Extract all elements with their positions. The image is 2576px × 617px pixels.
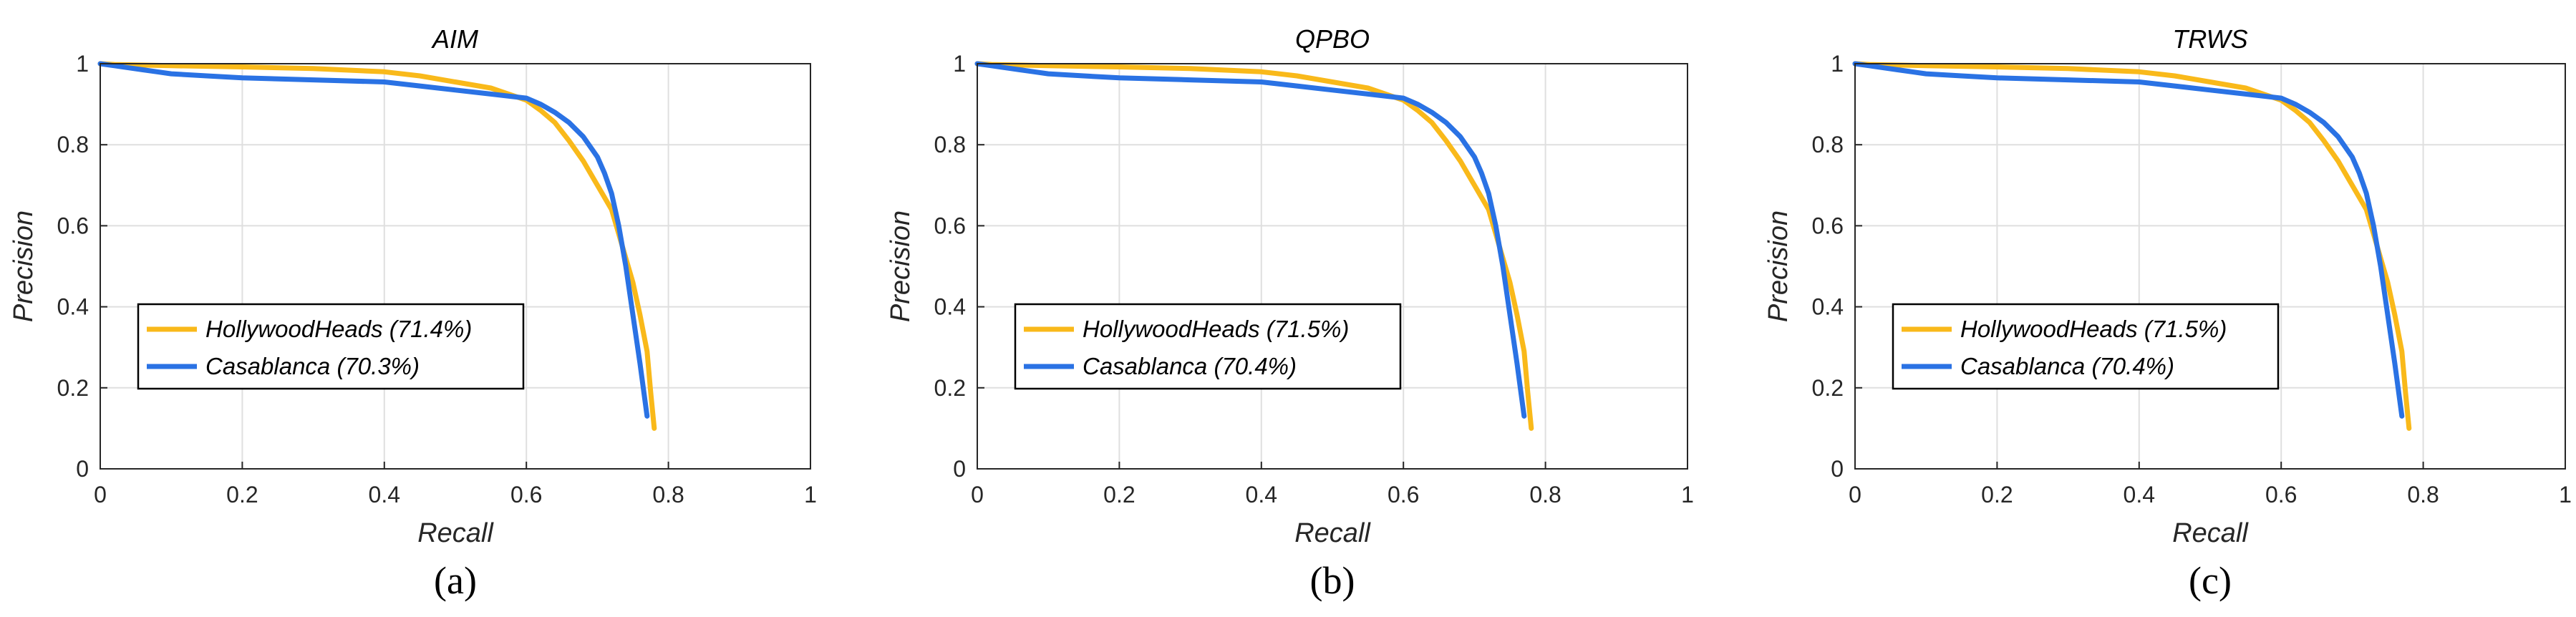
series-line-casablanca — [1852, 61, 2405, 419]
y-tick-label: 0 — [1831, 456, 1844, 482]
legend: HollywoodHeads (71.4%) Casablanca (70.3%) — [137, 303, 525, 390]
x-tick-label: 0 — [971, 482, 984, 507]
plot-area — [1855, 64, 2565, 469]
y-tick-label: 0.6 — [1812, 213, 1844, 238]
y-tick-label: 0.6 — [57, 213, 89, 238]
series-line-casablanca — [97, 61, 650, 419]
legend-entry-label: Casablanca (70.4%) — [1083, 353, 1297, 379]
plot-area — [100, 64, 810, 469]
y-tick-label: 0.8 — [934, 132, 966, 157]
y-tick-label: 1 — [1831, 51, 1844, 77]
y-tick-label: 0.4 — [1812, 294, 1844, 320]
legend-entry-label: Casablanca (70.4%) — [1960, 353, 2174, 379]
y-axis-label: Precision — [9, 210, 39, 322]
axes-frame — [1854, 63, 2566, 470]
x-tick-label: 0.2 — [226, 482, 258, 507]
x-tick-label: 0 — [1849, 482, 1861, 507]
chart-panel-2: 0 0.2 0.4 0.6 0.8 1 0 0.2 0.4 0.6 0.8 1 QPBO Recall Pr… — [886, 24, 1694, 602]
legend-entry-label: HollywoodHeads (71.5%) — [1960, 316, 2227, 342]
legend-box — [1014, 303, 1402, 390]
x-tick-label: 0.2 — [1981, 482, 2013, 507]
chart-title: QPBO — [1295, 24, 1370, 54]
chart-panel-3: 0 0.2 0.4 0.6 0.8 1 0 0.2 0.4 0.6 0.8 1 TRWS Recall Pr… — [1763, 24, 2572, 602]
y-tick-label: 0.2 — [934, 375, 966, 401]
y-tick-label: 0.4 — [934, 294, 966, 320]
x-axis-label: Recall — [2172, 518, 2249, 548]
legend: HollywoodHeads (71.5%) Casablanca (70.4%) — [1014, 303, 1402, 390]
x-axis-label: Recall — [1294, 518, 1371, 548]
y-tick-label: 0.8 — [57, 132, 89, 157]
x-tick-label: 1 — [2559, 482, 2572, 507]
legend-box — [1892, 303, 2280, 390]
subfigure-caption: (b) — [1310, 559, 1355, 602]
x-tick-label: 0 — [94, 482, 107, 507]
x-tick-label: 0.6 — [1388, 482, 1419, 507]
subfigure-caption: (a) — [434, 559, 477, 602]
legend-entry-label: HollywoodHeads (71.4%) — [205, 316, 472, 342]
y-tick-label: 0.2 — [57, 375, 89, 401]
legend: HollywoodHeads (71.5%) Casablanca (70.4%) — [1892, 303, 2280, 390]
y-tick-label: 0.6 — [934, 213, 966, 238]
series-line-hollywood — [97, 61, 657, 431]
y-axis-label: Precision — [886, 210, 916, 322]
x-tick-label: 0.2 — [1103, 482, 1135, 507]
y-tick-label: 0.4 — [57, 294, 89, 320]
series-line-hollywood — [974, 61, 1534, 431]
y-tick-label: 0.2 — [1812, 375, 1844, 401]
x-tick-label: 0.8 — [1529, 482, 1561, 507]
x-tick-label: 0.6 — [510, 482, 542, 507]
y-tick-label: 0.8 — [1812, 132, 1844, 157]
subfigure-caption: (c) — [2189, 559, 2232, 602]
x-tick-label: 1 — [804, 482, 817, 507]
y-tick-label: 0 — [76, 456, 89, 482]
y-tick-label: 0 — [953, 456, 966, 482]
x-tick-label: 0.8 — [2407, 482, 2439, 507]
legend-entry-label: HollywoodHeads (71.5%) — [1083, 316, 1349, 342]
y-axis-label: Precision — [1763, 210, 1793, 322]
y-tick-label: 1 — [76, 51, 89, 77]
x-tick-label: 0.8 — [652, 482, 684, 507]
y-tick-label: 1 — [953, 51, 966, 77]
series-line-casablanca — [974, 61, 1527, 419]
axes-frame — [977, 63, 1688, 470]
x-tick-label: 0.6 — [2265, 482, 2297, 507]
x-tick-label: 0.4 — [1246, 482, 1277, 507]
series-line-hollywood — [1852, 61, 2412, 431]
plot-area — [977, 64, 1688, 469]
x-axis-label: Recall — [417, 518, 494, 548]
chart-panel-1: 0 0.2 0.4 0.6 0.8 1 0 0.2 0.4 0.6 0.8 1 AIM Recall Pre… — [9, 24, 817, 602]
axes-frame — [100, 63, 811, 470]
x-tick-label: 1 — [1681, 482, 1694, 507]
legend-box — [137, 303, 525, 390]
chart-title: TRWS — [2172, 24, 2247, 54]
x-tick-label: 0.4 — [2124, 482, 2155, 507]
chart-title: AIM — [431, 24, 478, 54]
legend-entry-label: Casablanca (70.3%) — [205, 353, 420, 379]
x-tick-label: 0.4 — [369, 482, 400, 507]
